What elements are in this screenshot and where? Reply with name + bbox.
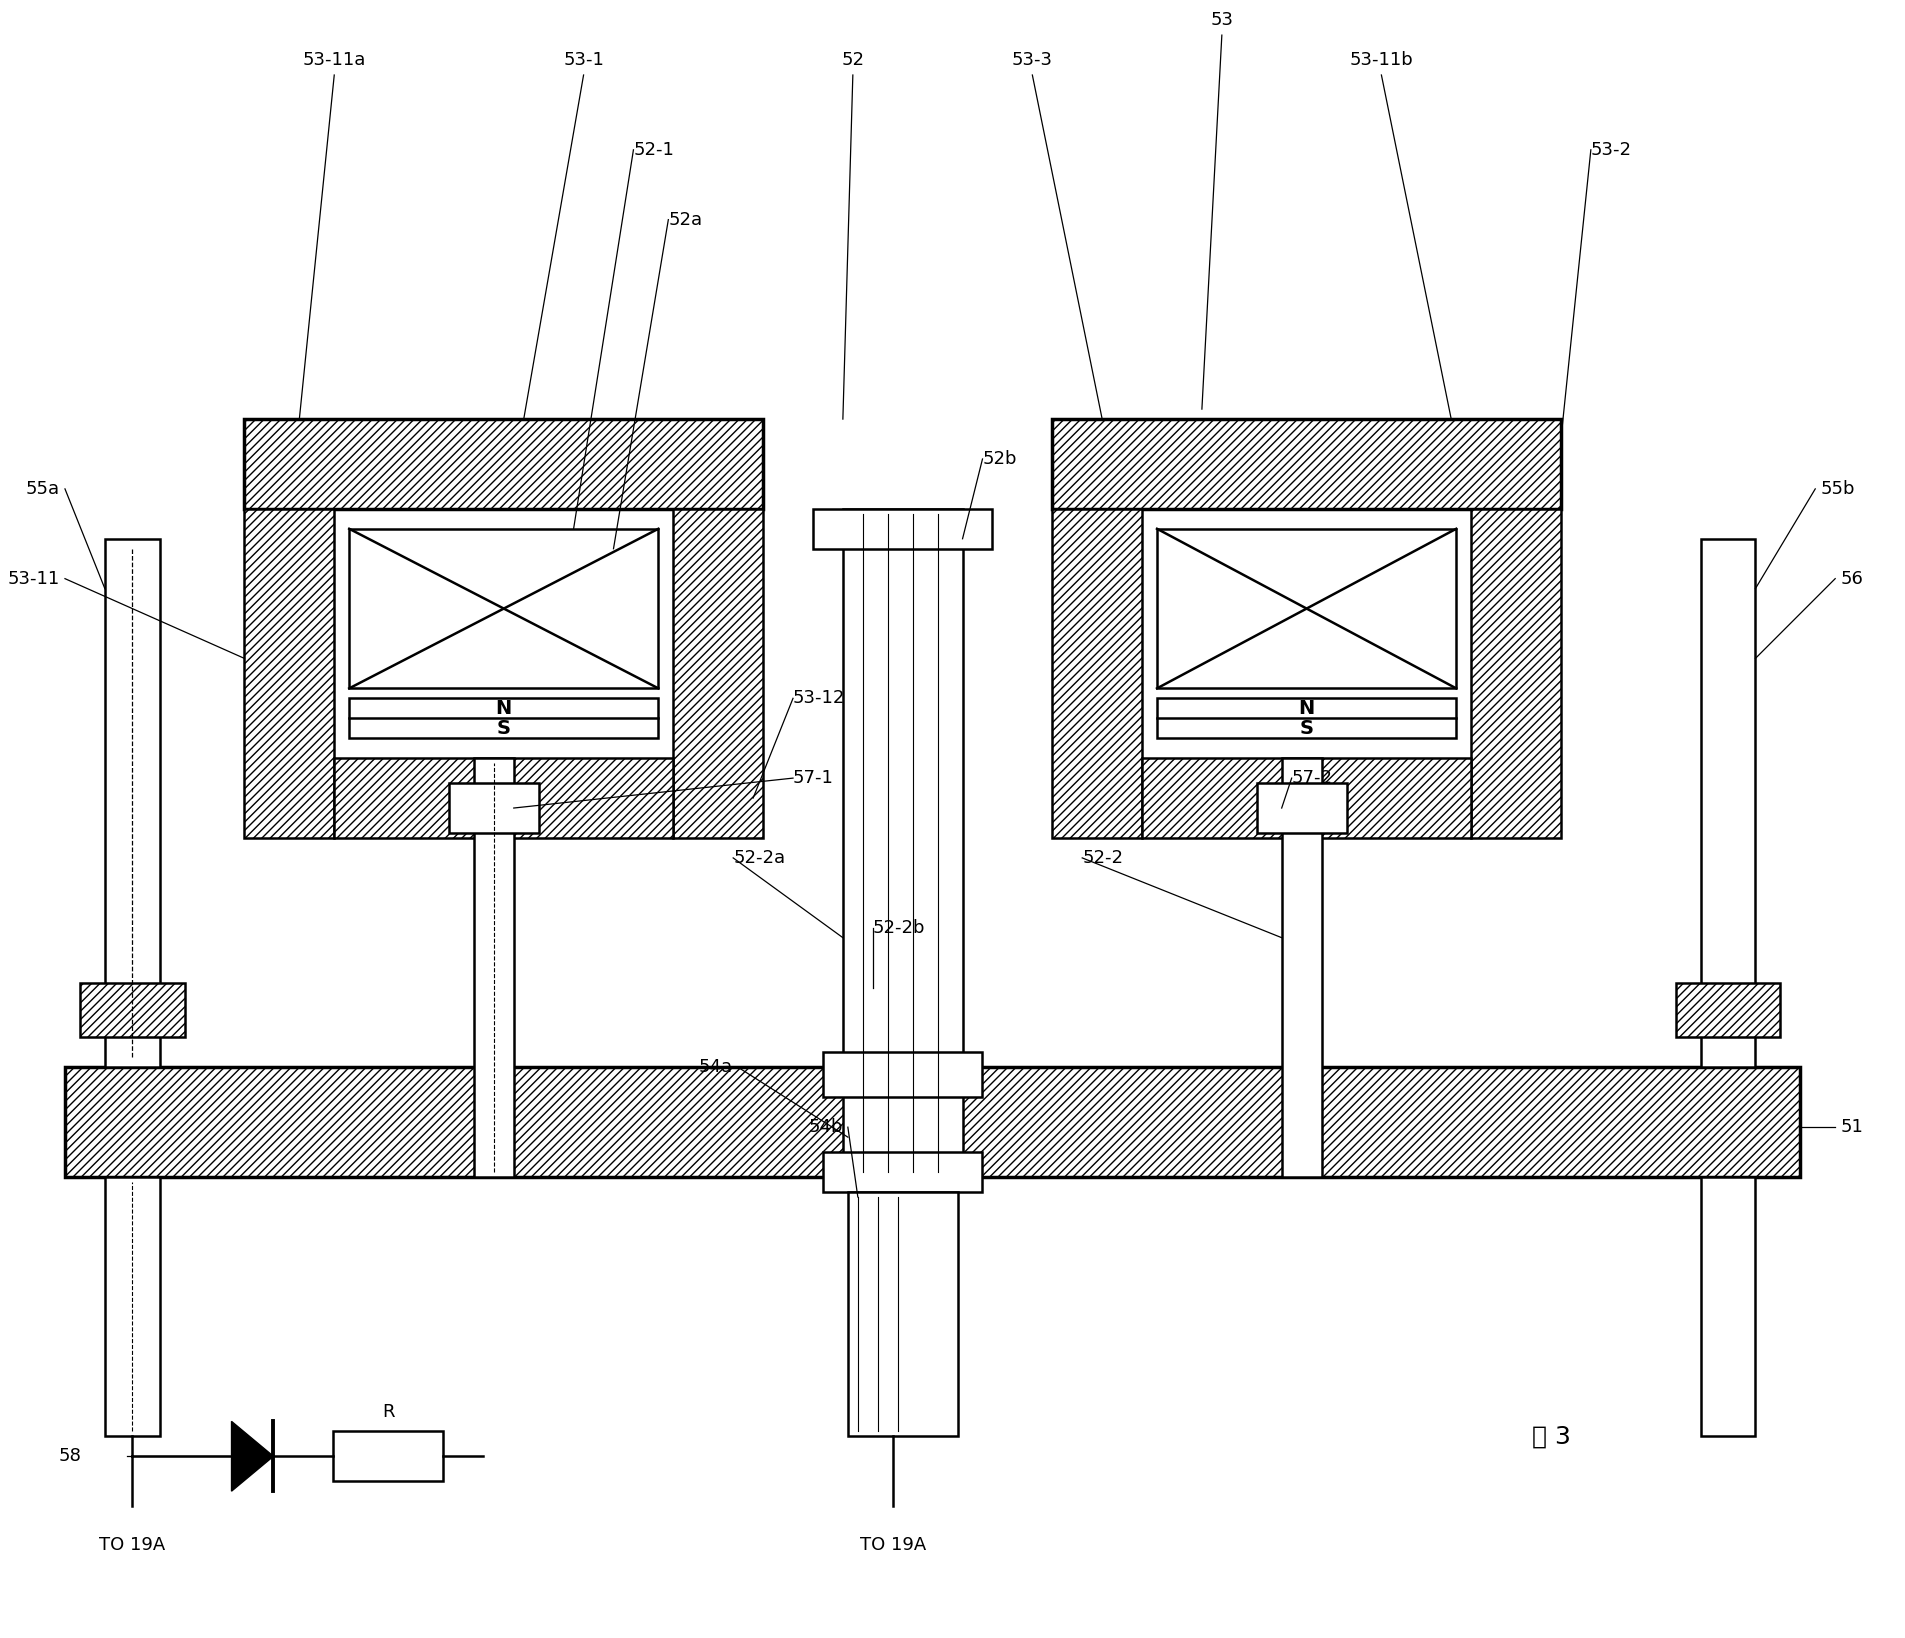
Text: S: S — [1299, 719, 1314, 737]
Text: 52b: 52b — [983, 450, 1017, 468]
Bar — [349, 529, 659, 688]
Bar — [1701, 1178, 1755, 1437]
Bar — [1257, 783, 1347, 834]
Text: 53: 53 — [1210, 11, 1233, 29]
Text: 52-1: 52-1 — [634, 141, 674, 159]
Bar — [1282, 758, 1322, 1178]
Bar — [1156, 698, 1455, 739]
Text: 53-11: 53-11 — [8, 570, 59, 588]
Bar — [1156, 529, 1455, 688]
Text: 52a: 52a — [669, 211, 703, 229]
Bar — [80, 983, 185, 1037]
Bar — [105, 539, 160, 1068]
Bar — [1052, 419, 1560, 509]
Bar — [333, 758, 672, 839]
Text: 54b: 54b — [808, 1119, 842, 1137]
Text: 52-2: 52-2 — [1082, 848, 1124, 867]
Bar — [1471, 509, 1560, 839]
Bar — [244, 419, 764, 509]
Text: 53-12: 53-12 — [792, 690, 846, 708]
Bar — [842, 509, 962, 1178]
Text: TO 19A: TO 19A — [859, 1536, 926, 1554]
Text: 53-11a: 53-11a — [303, 51, 366, 69]
Bar — [349, 698, 659, 739]
Text: R: R — [381, 1404, 394, 1422]
Bar — [1052, 509, 1143, 839]
Bar — [813, 509, 993, 549]
Bar — [672, 509, 764, 839]
Bar — [474, 758, 514, 1178]
Bar — [823, 1152, 983, 1192]
Text: 图 3: 图 3 — [1532, 1425, 1570, 1448]
Text: 58: 58 — [59, 1448, 82, 1466]
Text: N: N — [1299, 699, 1314, 717]
Text: 55b: 55b — [1821, 480, 1855, 498]
Text: 53-11b: 53-11b — [1349, 51, 1414, 69]
Text: 51: 51 — [1840, 1119, 1863, 1137]
Bar — [1676, 983, 1781, 1037]
Bar — [244, 509, 333, 839]
Text: S: S — [497, 719, 511, 737]
Text: 53-1: 53-1 — [564, 51, 604, 69]
Bar — [333, 1432, 444, 1481]
Text: TO 19A: TO 19A — [99, 1536, 166, 1554]
Text: 56: 56 — [1840, 570, 1863, 588]
Text: 57-1: 57-1 — [792, 770, 834, 788]
Polygon shape — [232, 1422, 274, 1491]
Text: 54a: 54a — [699, 1058, 733, 1076]
Bar — [1701, 539, 1755, 1068]
Bar — [65, 1068, 1800, 1178]
Text: 53-3: 53-3 — [1012, 51, 1053, 69]
Text: 52-2a: 52-2a — [733, 848, 785, 867]
Bar — [450, 783, 539, 834]
Text: 53-2: 53-2 — [1591, 141, 1633, 159]
Text: 55a: 55a — [27, 480, 59, 498]
Text: N: N — [495, 699, 512, 717]
Text: 52: 52 — [842, 51, 865, 69]
Text: 57-2: 57-2 — [1292, 770, 1334, 788]
Bar — [105, 1178, 160, 1437]
Bar — [1143, 758, 1471, 839]
Bar — [823, 1052, 983, 1097]
Bar — [848, 1192, 958, 1437]
Text: 52-2b: 52-2b — [872, 919, 926, 937]
